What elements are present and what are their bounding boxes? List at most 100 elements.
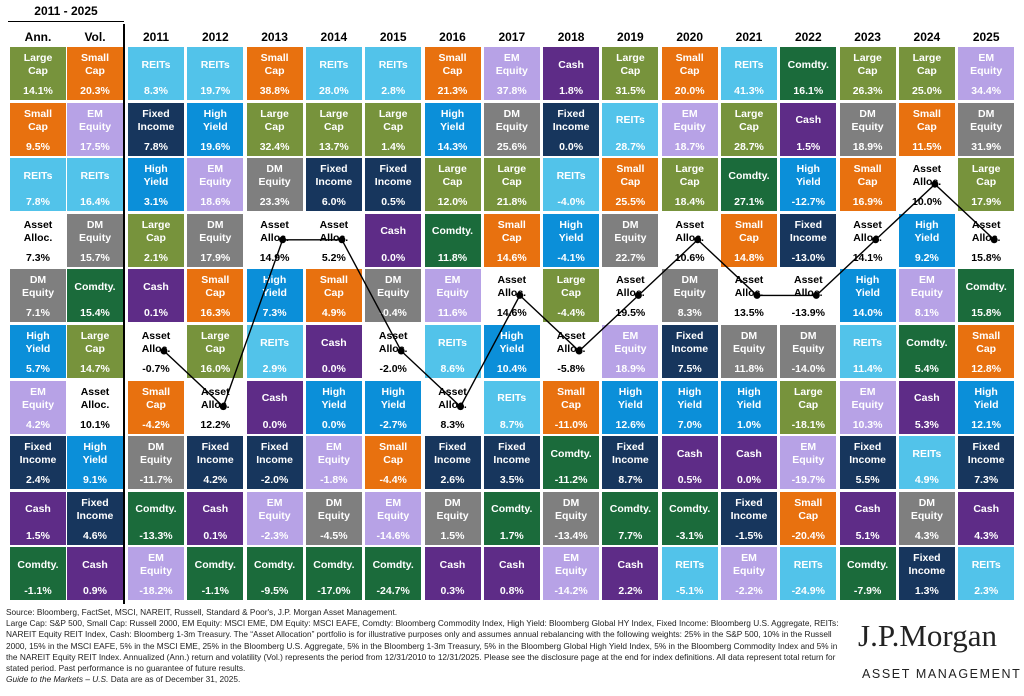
cell-value: 9.2% [914, 251, 939, 264]
cell: Asset Alloc. 10.1% [67, 380, 123, 434]
cell-value: 2.8% [381, 85, 406, 97]
cell: EM Equity 37.8% [483, 47, 540, 100]
cell: Small Cap -4.4% [365, 436, 422, 490]
asset-class: Asset Alloc. [438, 385, 467, 411]
asset-class: EM Equity [970, 52, 1003, 77]
cell-label: Large Cap [853, 47, 882, 83]
asset-class: Comdty. [491, 503, 533, 516]
asset-class: EM Equity [317, 441, 350, 467]
cell: Large Cap 14.1% [10, 47, 66, 100]
cell-value: 18.9% [615, 363, 646, 375]
cell-label: REITs [260, 325, 289, 361]
cell-label: Cash [618, 547, 644, 583]
cell: EM Equity -14.6% [365, 491, 422, 545]
cell-label: Small Cap [261, 47, 289, 83]
cell-label: Comdty. [373, 547, 414, 583]
cell-value: 8.3% [440, 418, 465, 431]
cell-value: 12.8% [971, 363, 1002, 375]
cell-label: Small Cap [201, 269, 229, 305]
asset-class: DM Equity [377, 274, 410, 300]
cell-value: 12.1% [971, 418, 1002, 431]
cell-value: 4.9% [321, 307, 346, 320]
cell-label: Asset Alloc. [320, 214, 349, 250]
asset-class: Cash [143, 280, 169, 293]
asset-class: Cash [261, 392, 288, 405]
cell-label: REITs [972, 547, 1001, 583]
cell-value: 6.0% [321, 196, 346, 209]
cell-value: -20.4% [791, 529, 825, 542]
asset-class: DM Equity [673, 274, 706, 300]
cell-label: Small Cap [379, 436, 407, 472]
cell-label: Asset Alloc. [913, 158, 942, 194]
cell: REITs -4.0% [543, 158, 600, 212]
asset-class: Fixed Income [434, 441, 471, 467]
asset-class: EM Equity [495, 52, 528, 77]
cell-label: EM Equity [674, 103, 706, 139]
cell: EM Equity 11.6% [424, 269, 481, 323]
asset-class: Asset Alloc. [971, 218, 1001, 244]
cell-label: EM Equity [318, 436, 350, 472]
cell: Cash 5.3% [898, 380, 955, 434]
cell-label: EM Equity [733, 547, 765, 583]
cell-value: 10.3% [852, 418, 883, 431]
cell-label: DM Equity [614, 214, 646, 250]
cell-label: High Yield [796, 158, 821, 194]
cell: Large Cap 18.4% [661, 158, 718, 212]
asset-class: EM Equity [199, 163, 232, 189]
cell: Fixed Income 4.2% [187, 436, 244, 490]
cell-value: -19.7% [791, 474, 825, 487]
cell-label: Large Cap [438, 158, 467, 194]
asset-class: High Yield [262, 274, 287, 300]
asset-class: Asset Alloc. [556, 330, 586, 355]
cell-label: Small Cap [142, 381, 170, 417]
asset-class: Cash [558, 58, 584, 71]
cell: Cash 0.3% [424, 547, 481, 601]
cell: Small Cap 14.8% [721, 213, 777, 267]
column-heading: 2016 [439, 30, 466, 44]
asset-class: High Yield [202, 107, 228, 133]
cell-label: Large Cap [24, 47, 53, 83]
asset-class: Large Cap [794, 385, 823, 411]
cell-label: High Yield [262, 269, 287, 305]
cell: Cash 4.3% [958, 491, 1015, 545]
asset-class: Asset Alloc. [378, 330, 408, 355]
cell-label: Cash [499, 547, 525, 583]
cell-value: -4.4% [379, 474, 407, 487]
cell-label: REITs [201, 47, 230, 83]
cell-value: 15.7% [80, 251, 110, 264]
cell-value: 7.3% [26, 251, 50, 264]
cell-label: Large Cap [675, 158, 704, 194]
cell: Cash 0.0% [246, 380, 303, 434]
cell-value: -13.4% [554, 529, 588, 542]
cell-label: Fixed Income [316, 158, 353, 194]
cell-value: 4.6% [83, 529, 107, 542]
asset-class: Asset Alloc. [497, 274, 527, 300]
cell-label: Asset Alloc. [24, 214, 53, 250]
cell-label: Large Cap [913, 47, 942, 83]
cell: Small Cap 12.8% [958, 325, 1015, 378]
asset-class: High Yield [914, 218, 940, 244]
cell-label: EM Equity [259, 492, 291, 528]
cell: Large Cap 32.4% [246, 102, 303, 156]
cell-value: 16.1% [793, 85, 824, 97]
asset-class: Small Cap [557, 385, 586, 411]
asset-class: Fixed Income [730, 496, 768, 522]
cell-label: DM Equity [852, 103, 884, 139]
cell-value: 0.0% [321, 418, 346, 431]
cell: Cash 0.1% [128, 269, 184, 323]
cell-label: Cash [82, 547, 108, 583]
cell: High Yield 9.1% [67, 436, 123, 490]
cell: Asset Alloc. 14.9% [246, 213, 303, 267]
cell-value: 7.1% [26, 307, 50, 320]
cell-value: 31.5% [615, 85, 646, 97]
asset-class: REITs [23, 169, 53, 182]
cell-label: Large Cap [81, 325, 110, 361]
cell: REITs 2.9% [246, 325, 303, 378]
asset-class: Asset Alloc. [793, 274, 823, 300]
cell-label: DM Equity [377, 269, 409, 305]
asset-class: Small Cap [80, 52, 109, 77]
cell-value: 0.5% [677, 474, 702, 487]
cell: Asset Alloc. 8.3% [424, 380, 481, 434]
asset-class: REITs [853, 336, 883, 349]
